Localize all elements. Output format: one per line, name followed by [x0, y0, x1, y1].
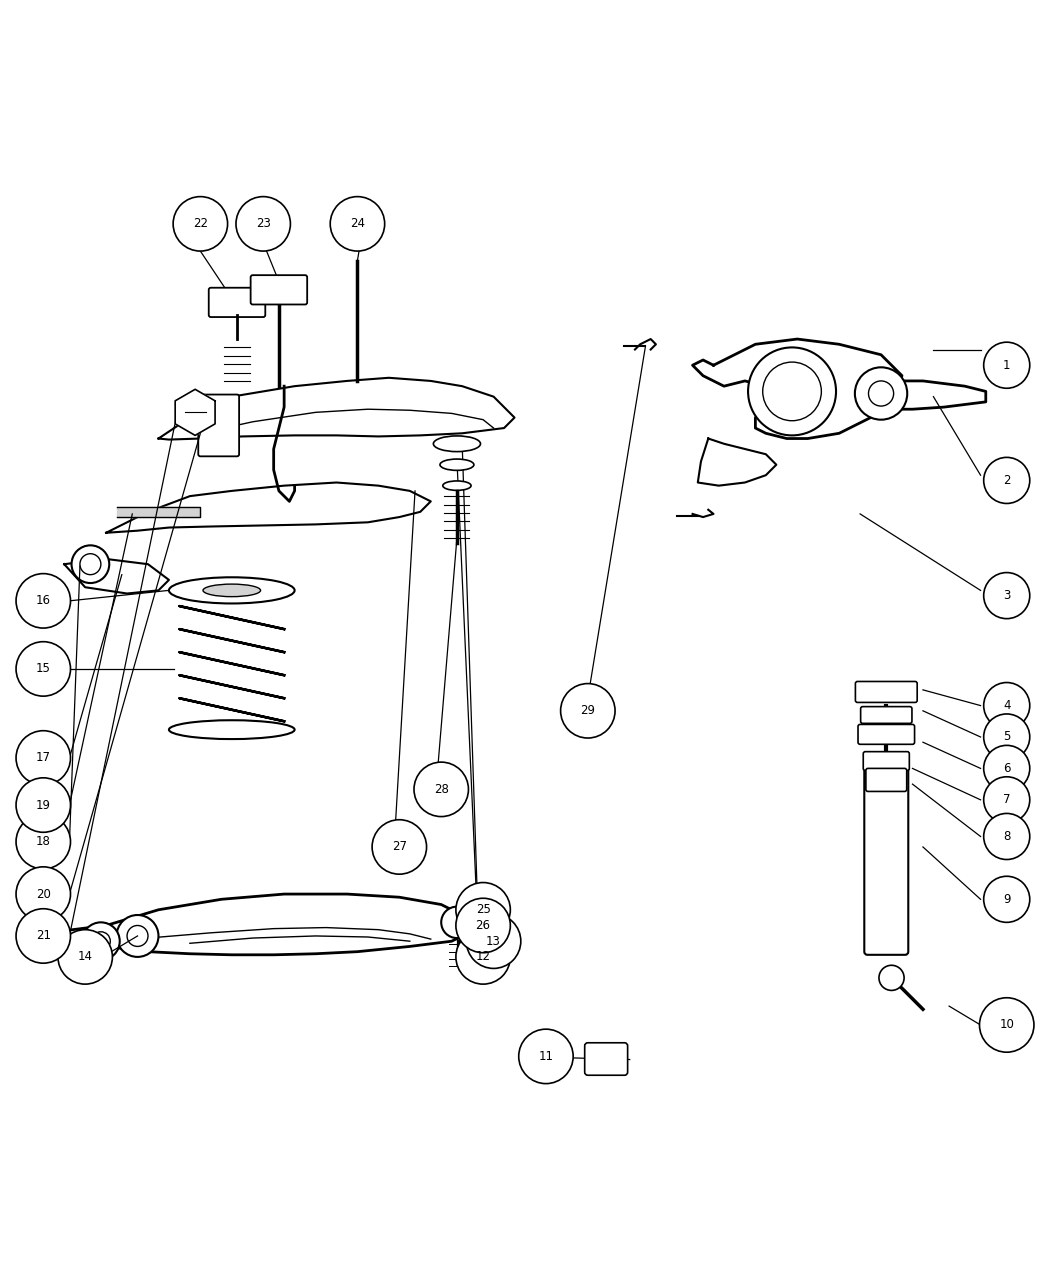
Text: 1: 1 [1003, 358, 1010, 372]
Text: 23: 23 [256, 217, 271, 231]
Polygon shape [117, 506, 201, 518]
Circle shape [984, 776, 1030, 822]
Text: 4: 4 [1003, 699, 1010, 711]
Text: 24: 24 [350, 217, 365, 231]
FancyBboxPatch shape [858, 724, 915, 745]
Circle shape [984, 342, 1030, 389]
Text: 15: 15 [36, 663, 50, 676]
FancyBboxPatch shape [856, 681, 918, 703]
Text: 10: 10 [1000, 1019, 1014, 1031]
Circle shape [58, 929, 112, 984]
Circle shape [984, 714, 1030, 760]
Text: 12: 12 [476, 950, 490, 964]
Text: 5: 5 [1003, 731, 1010, 743]
Circle shape [16, 574, 70, 629]
FancyBboxPatch shape [251, 275, 308, 305]
Polygon shape [881, 381, 986, 409]
Polygon shape [698, 439, 776, 486]
FancyBboxPatch shape [585, 1043, 628, 1075]
Text: 8: 8 [1003, 830, 1010, 843]
Text: 6: 6 [1003, 762, 1010, 775]
Polygon shape [106, 482, 430, 533]
Circle shape [16, 778, 70, 833]
Circle shape [855, 367, 907, 419]
Ellipse shape [440, 459, 474, 470]
Text: 2: 2 [1003, 474, 1010, 487]
Circle shape [16, 909, 70, 963]
Text: 3: 3 [1003, 589, 1010, 602]
FancyBboxPatch shape [864, 760, 908, 955]
Text: 26: 26 [476, 919, 490, 932]
FancyBboxPatch shape [866, 769, 907, 792]
Text: 25: 25 [476, 903, 490, 917]
Circle shape [173, 196, 228, 251]
Circle shape [561, 683, 615, 738]
Ellipse shape [443, 481, 471, 491]
FancyBboxPatch shape [198, 394, 239, 456]
Circle shape [441, 907, 472, 938]
Circle shape [984, 572, 1030, 618]
Text: 29: 29 [581, 704, 595, 718]
Ellipse shape [169, 578, 295, 603]
Circle shape [466, 914, 521, 969]
Text: 7: 7 [1003, 793, 1010, 806]
Circle shape [984, 458, 1030, 504]
Text: 28: 28 [434, 783, 448, 796]
Circle shape [519, 1029, 573, 1084]
Text: 21: 21 [36, 929, 50, 942]
Circle shape [82, 922, 120, 960]
Ellipse shape [169, 720, 295, 739]
FancyBboxPatch shape [861, 706, 912, 723]
Text: 20: 20 [36, 887, 50, 900]
Circle shape [456, 899, 510, 952]
Circle shape [16, 641, 70, 696]
Text: 16: 16 [36, 594, 50, 607]
Polygon shape [64, 894, 472, 955]
Polygon shape [64, 558, 169, 594]
Circle shape [984, 813, 1030, 859]
Circle shape [984, 746, 1030, 792]
Circle shape [16, 731, 70, 785]
Circle shape [236, 196, 291, 251]
Circle shape [117, 915, 159, 958]
Polygon shape [159, 377, 514, 440]
Text: 9: 9 [1003, 892, 1010, 905]
Text: 22: 22 [193, 217, 208, 231]
Polygon shape [175, 389, 215, 435]
Circle shape [456, 929, 510, 984]
Circle shape [71, 546, 109, 583]
Circle shape [879, 965, 904, 991]
Circle shape [748, 347, 836, 435]
Text: 13: 13 [486, 935, 501, 947]
Circle shape [984, 682, 1030, 728]
Circle shape [330, 196, 384, 251]
Circle shape [414, 762, 468, 816]
Text: 11: 11 [539, 1049, 553, 1063]
Ellipse shape [434, 436, 481, 451]
Circle shape [16, 815, 70, 870]
Circle shape [16, 867, 70, 922]
Circle shape [456, 882, 510, 937]
FancyBboxPatch shape [863, 752, 909, 770]
Text: 19: 19 [36, 798, 50, 812]
Circle shape [984, 876, 1030, 922]
Polygon shape [693, 339, 902, 439]
Text: 17: 17 [36, 751, 50, 765]
Text: 27: 27 [392, 840, 406, 853]
Text: 14: 14 [78, 950, 92, 964]
Circle shape [980, 998, 1034, 1052]
FancyBboxPatch shape [209, 288, 266, 317]
Ellipse shape [203, 584, 260, 597]
Text: 18: 18 [36, 835, 50, 848]
Circle shape [372, 820, 426, 875]
